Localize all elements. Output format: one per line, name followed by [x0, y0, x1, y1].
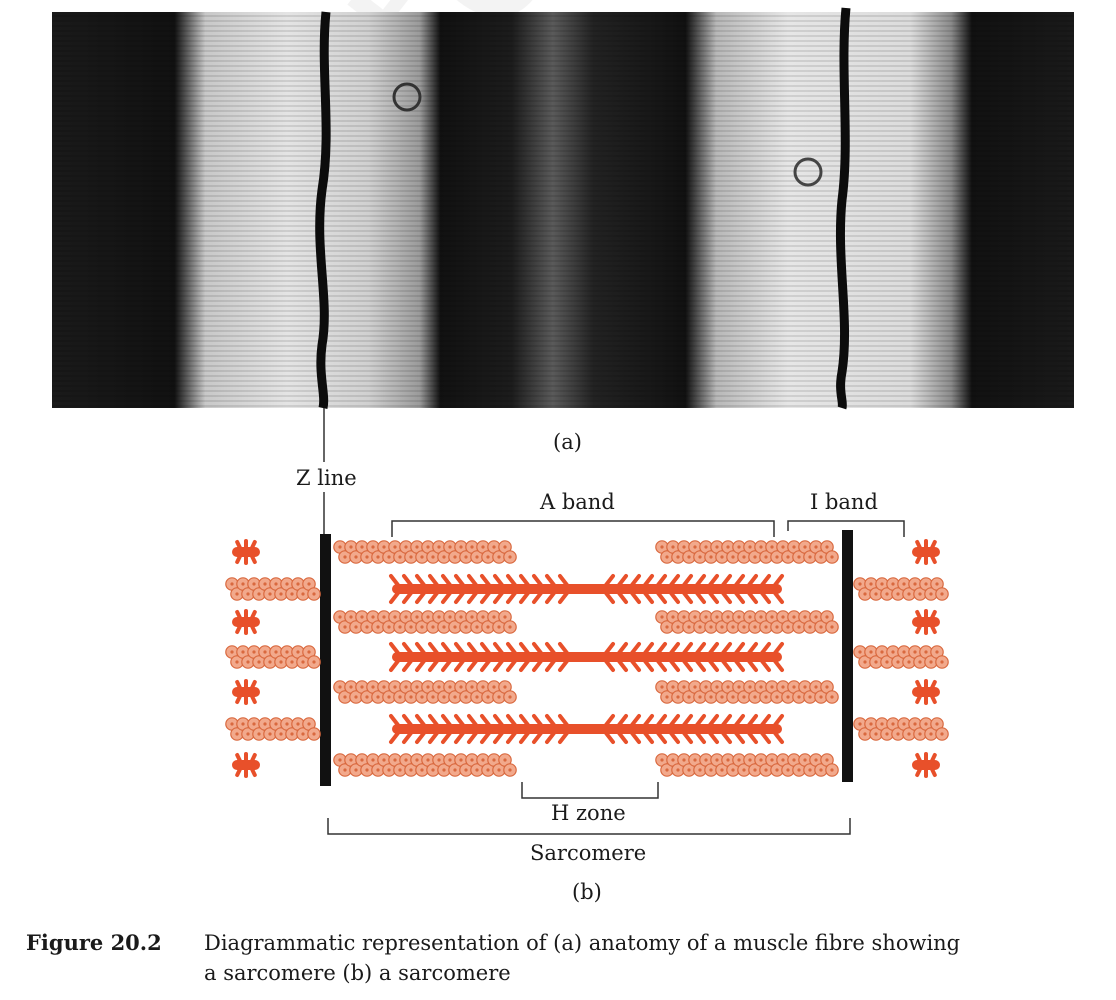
myosin-filament [389, 642, 784, 672]
myosin-stub [912, 539, 940, 565]
sarcomere-bracket [327, 818, 851, 835]
myosin-stub [912, 679, 940, 705]
actin-filament [655, 753, 839, 777]
figure-caption: Figure 20.2 Diagrammatic representation o… [26, 928, 1106, 988]
actin-filament [853, 717, 949, 741]
actin-filament [853, 577, 949, 601]
z-disc-right [842, 530, 853, 782]
panel-b-label: (b) [572, 880, 602, 904]
actin-filament [225, 717, 321, 741]
a-band-bracket [391, 520, 775, 537]
myosin-filament [389, 574, 784, 604]
sarcomere-label: Sarcomere [530, 841, 647, 865]
actin-filament [655, 680, 839, 704]
myosin-stub [232, 679, 260, 705]
panel-a-label: (a) [553, 430, 582, 454]
actin-filament [333, 753, 517, 777]
myosin-stub [232, 752, 260, 778]
micrograph-vesicle [392, 82, 422, 112]
micrograph-z-line-left [315, 11, 331, 410]
actin-filament [333, 680, 517, 704]
micrograph-z-line-right [835, 7, 851, 410]
myosin-stub [232, 609, 260, 635]
myosin-filament [389, 714, 784, 744]
z-disc-left [320, 534, 331, 786]
z-line-label: Z line [296, 466, 357, 490]
actin-filament [655, 540, 839, 564]
actin-filament [225, 645, 321, 669]
a-band-label: A band [540, 490, 615, 514]
sarcomere-diagram [225, 530, 949, 786]
micrograph-vesicle [793, 157, 823, 187]
actin-filament [333, 610, 517, 634]
actin-filament [333, 540, 517, 564]
actin-filament [655, 610, 839, 634]
myosin-stub [912, 752, 940, 778]
i-band-label: I band [810, 490, 878, 514]
figure-number: Figure 20.2 [26, 930, 162, 955]
brackets [327, 520, 905, 835]
actin-filament [225, 577, 321, 601]
h-zone-bracket [521, 782, 659, 799]
i-band-bracket [787, 520, 905, 537]
h-zone-label: H zone [551, 801, 626, 825]
actin-filament [853, 645, 949, 669]
micrograph-striations [52, 12, 1074, 408]
caption-line-1: Diagrammatic representation of (a) anato… [204, 931, 961, 955]
myosin-stub [232, 539, 260, 565]
myosin-stub [912, 609, 940, 635]
caption-line-2: a sarcomere (b) a sarcomere [204, 961, 511, 985]
micrograph-panel [52, 7, 1074, 410]
